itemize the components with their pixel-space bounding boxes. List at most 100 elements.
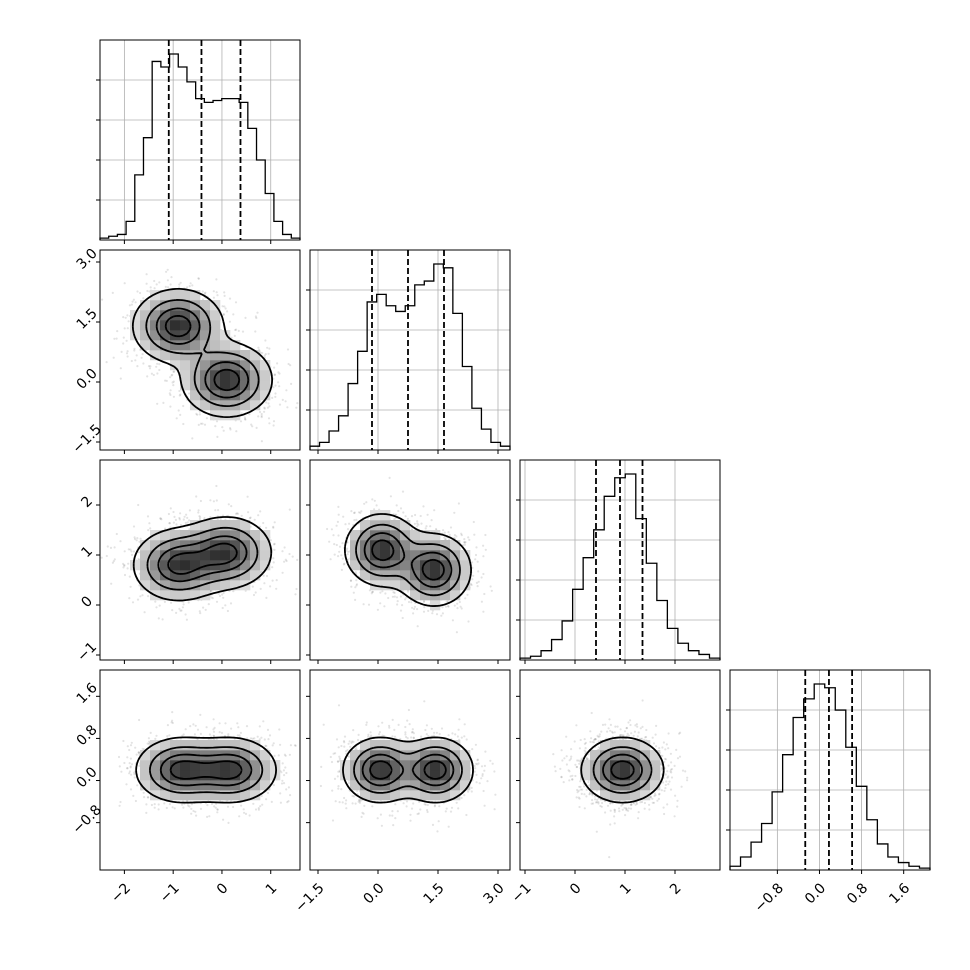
- scatter-point: [240, 514, 243, 517]
- scatter-point: [141, 353, 144, 356]
- scatter-point: [122, 566, 125, 569]
- scatter-point: [155, 365, 158, 368]
- scatter-point: [171, 609, 174, 612]
- scatter-point: [221, 305, 224, 308]
- scatter-point: [274, 395, 277, 398]
- scatter-point: [179, 413, 182, 416]
- scatter-point: [337, 513, 340, 516]
- scatter-point: [139, 537, 142, 540]
- scatter-point: [241, 330, 245, 333]
- scatter-point: [221, 606, 224, 610]
- scatter-point: [259, 510, 262, 513]
- scatter-point: [230, 505, 233, 508]
- panel-frame: [309, 249, 511, 451]
- scatter-point: [476, 560, 479, 563]
- scatter-point: [178, 389, 181, 393]
- scatter-point: [252, 593, 256, 597]
- scatter-point: [162, 401, 165, 404]
- scatter-point: [218, 594, 222, 598]
- scatter-point: [484, 533, 487, 537]
- scatter-point: [289, 794, 292, 797]
- scatter-point: [401, 490, 405, 493]
- scatter-point: [198, 515, 201, 518]
- scatter-point: [490, 589, 493, 592]
- scatter-point: [354, 598, 357, 602]
- scatter-point: [340, 554, 343, 557]
- scatter-point: [463, 538, 466, 541]
- contour-line: [131, 287, 274, 419]
- density-cell: [450, 570, 461, 581]
- scatter-point: [159, 517, 162, 520]
- scatter-point: [173, 370, 176, 373]
- scatter-point: [416, 625, 419, 628]
- scatter-point: [244, 418, 247, 421]
- scatter-point: [215, 499, 218, 502]
- scatter-point: [419, 514, 422, 518]
- density-cell: [200, 390, 211, 401]
- scatter-point: [198, 610, 201, 613]
- scatter-point: [413, 607, 416, 611]
- density-cell: [190, 540, 201, 551]
- scatter-point: [285, 389, 288, 392]
- density-cell: [190, 350, 201, 361]
- density-cell: [390, 520, 401, 531]
- density-cell: [190, 570, 201, 581]
- density-cell: [420, 590, 431, 601]
- density-cell: [450, 590, 461, 601]
- panel-frame: [99, 39, 301, 241]
- scatter-point: [458, 600, 461, 604]
- scatter-point: [238, 734, 241, 737]
- scatter-point: [474, 558, 477, 561]
- scatter-point: [112, 560, 115, 563]
- scatter-point: [195, 814, 198, 817]
- density-cell: [350, 530, 361, 541]
- scatter-point: [460, 532, 463, 535]
- density-cell: [180, 560, 191, 571]
- scatter-point: [333, 543, 336, 546]
- scatter-point: [381, 590, 384, 593]
- density-cell: [180, 310, 191, 321]
- scatter-point: [371, 590, 374, 593]
- contour-line: [164, 314, 241, 392]
- density-cell: [180, 530, 191, 541]
- density-cell: [250, 390, 261, 401]
- scatter-point: [169, 393, 172, 397]
- density-cell: [430, 530, 441, 541]
- scatter-point: [267, 417, 271, 420]
- scatter-point: [215, 291, 218, 294]
- density-cell: [410, 540, 421, 551]
- scatter-point: [402, 511, 405, 514]
- scatter-point: [440, 614, 443, 617]
- scatter-point: [470, 583, 473, 587]
- scatter-point: [223, 294, 226, 297]
- density-cell: [220, 570, 231, 581]
- density-cell: [250, 570, 261, 581]
- scatter-point: [473, 533, 476, 536]
- scatter-point: [366, 517, 369, 520]
- density-cell: [260, 540, 271, 551]
- scatter-point: [395, 504, 398, 507]
- scatter-point: [416, 608, 419, 611]
- scatter-point: [354, 586, 357, 589]
- scatter-point: [145, 811, 148, 815]
- scatter-point: [179, 523, 182, 527]
- scatter-point: [165, 270, 168, 273]
- density-cell: [240, 390, 251, 401]
- scatter-point: [294, 593, 297, 596]
- density-cell: [220, 580, 231, 591]
- density-cell: [190, 330, 201, 341]
- scatter-point: [274, 384, 277, 387]
- density-cell: [220, 370, 231, 381]
- density-cell: [410, 590, 421, 601]
- scatter-point: [254, 330, 257, 333]
- density-cell: [140, 550, 151, 561]
- density-cell: [180, 360, 191, 371]
- density-cell: [250, 350, 261, 361]
- scatter-point: [222, 429, 225, 432]
- scatter-point: [336, 520, 339, 524]
- density-cell: [200, 350, 211, 361]
- scatter-point: [442, 529, 445, 532]
- scatter-point: [135, 753, 138, 756]
- scatter-point: [110, 582, 113, 585]
- panel-background: [730, 670, 930, 870]
